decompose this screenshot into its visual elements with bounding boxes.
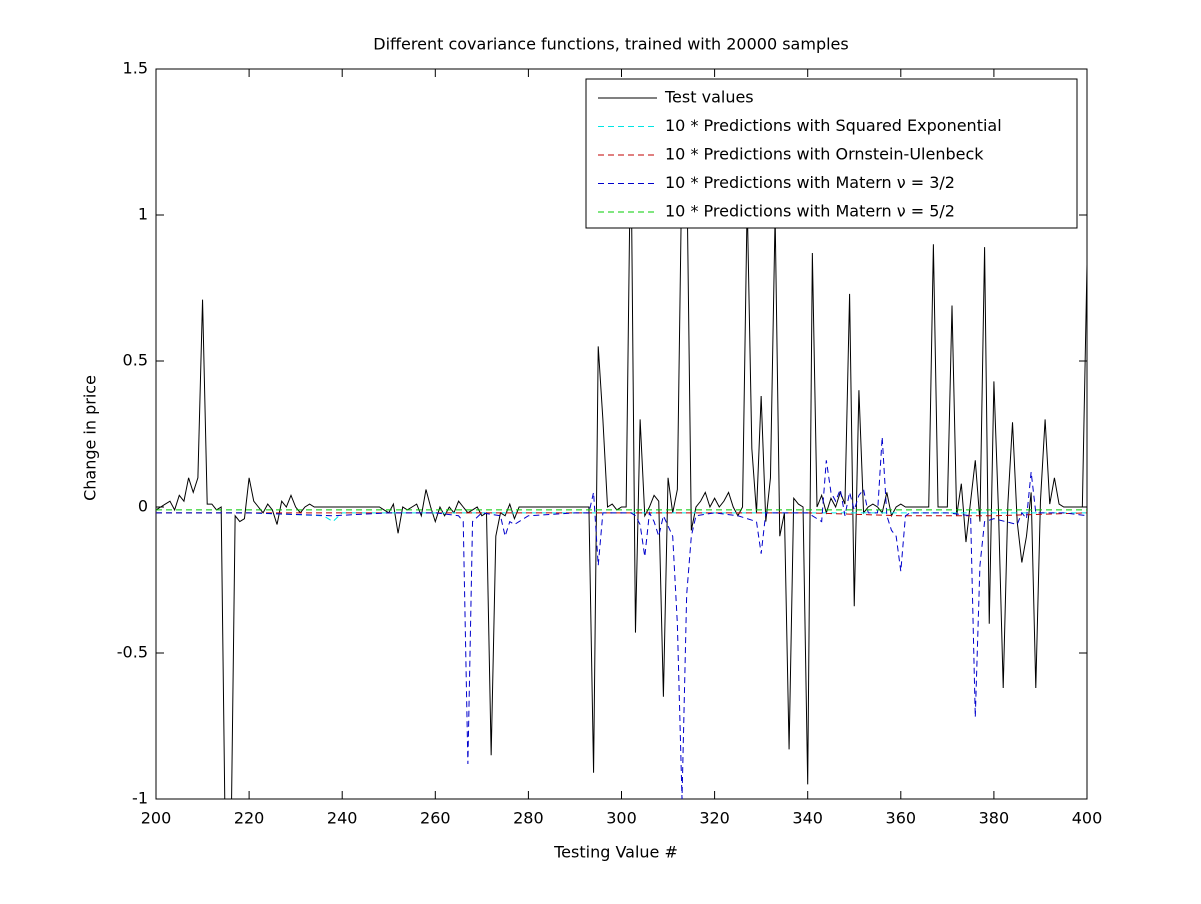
x-tick-label: 320 — [699, 809, 730, 828]
y-tick-label: -1 — [132, 789, 148, 808]
series-line — [156, 512, 1087, 523]
y-tick-label: 0 — [138, 497, 148, 516]
x-tick-label: 340 — [792, 809, 823, 828]
chart-title: Different covariance functions, trained … — [373, 35, 848, 54]
x-axis-label: Testing Value # — [553, 843, 678, 862]
x-tick-label: 220 — [234, 809, 265, 828]
y-tick-label: 1.5 — [123, 59, 148, 78]
legend: Test values 10 * Predictions with Squared… — [585, 78, 1078, 229]
y-tick-label: -0.5 — [117, 643, 148, 662]
x-tick-label: 300 — [606, 809, 637, 828]
legend-label: 10 * Predictions with Ornstein-Ulenbeck — [665, 145, 984, 164]
series-line — [156, 127, 1087, 799]
x-tick-label: 240 — [327, 809, 358, 828]
legend-label: 10 * Predictions with Matern ν = 5/2 — [665, 202, 955, 221]
x-tick-label: 380 — [979, 809, 1010, 828]
x-tick-label: 400 — [1072, 809, 1103, 828]
legend-box — [585, 78, 1078, 229]
legend-label: Test values — [664, 88, 754, 107]
x-tick-label: 260 — [420, 809, 451, 828]
y-tick-label: 0.5 — [123, 351, 148, 370]
plot-lines — [156, 127, 1087, 799]
y-axis-label: Change in price — [81, 375, 100, 501]
x-tick-label: 200 — [141, 809, 172, 828]
series-line — [156, 436, 1087, 799]
x-tick-label: 280 — [513, 809, 544, 828]
legend-label: 10 * Predictions with Squared Exponentia… — [665, 116, 1002, 135]
legend-label: 10 * Predictions with Matern ν = 3/2 — [665, 173, 955, 192]
x-tick-label: 360 — [886, 809, 917, 828]
y-tick-label: 1 — [138, 205, 148, 224]
